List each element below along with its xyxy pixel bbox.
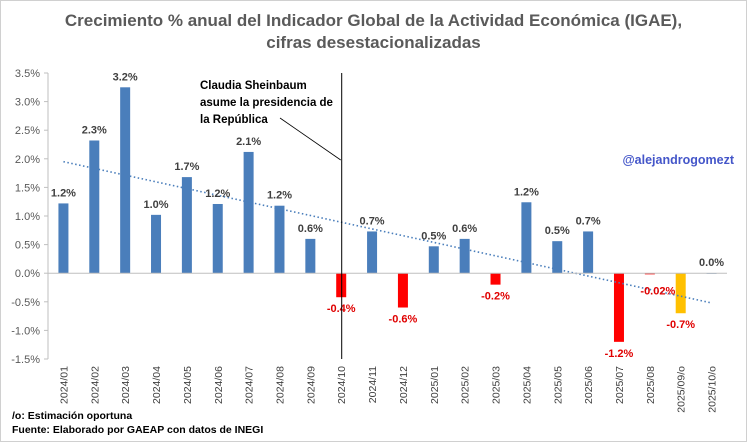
x-tick-label: 2025/03 [491, 366, 503, 404]
y-tick-label: 0.5% [15, 240, 40, 252]
x-axis-ticks: 2024/01 2024/02 2024/03 2024/04 2024/05 2024/… [58, 366, 718, 413]
data-label: -0.02% [640, 285, 675, 297]
annotation-text-line3: la República [200, 114, 268, 126]
data-label: 1.2% [205, 188, 230, 200]
x-tick-label: 2024/11 [367, 366, 379, 403]
y-tick-label: -1.5% [11, 354, 40, 366]
data-label: -0.7% [666, 319, 695, 331]
x-tick-label: 2024/09 [305, 366, 317, 404]
data-label: 1.0% [143, 199, 168, 211]
bar-2024-11 [367, 231, 378, 274]
bar-2024-02 [89, 140, 100, 274]
x-tick-label: 2024/10 [336, 366, 348, 404]
bar-2024-08 [274, 205, 285, 274]
chart-title-line2: cifras desestacionalizadas [266, 33, 481, 52]
data-label: 1.2% [51, 187, 76, 199]
bar-2025-04 [521, 202, 532, 274]
footnote-estimate: /o: Estimación oportuna [12, 410, 133, 422]
trendline-layer [63, 160, 712, 304]
bar-2024-06 [212, 203, 223, 274]
y-tick-label: 2.0% [15, 154, 40, 166]
bar-2024-01 [58, 203, 69, 274]
y-tick-label: 3.0% [15, 97, 40, 109]
x-tick-label: 2024/12 [398, 366, 410, 404]
y-tick-label: 3.5% [15, 68, 40, 80]
data-label: 0.6% [298, 223, 323, 235]
data-label: -1.2% [605, 348, 634, 360]
bar-2024-12 [397, 273, 408, 308]
x-tick-label: 2025/07 [614, 366, 626, 404]
bar-2024-05 [181, 177, 192, 274]
data-label: -0.6% [389, 314, 418, 326]
data-label: 0.5% [545, 225, 570, 237]
axes [44, 72, 727, 360]
data-label: 3.2% [113, 71, 138, 83]
data-label: 0.5% [421, 230, 446, 242]
bar-2025-06 [583, 231, 594, 274]
annotation-text-line2: asume la presidencia de [200, 97, 333, 109]
data-label: 2.3% [82, 124, 107, 136]
bar-2025-07 [613, 273, 624, 342]
data-label: 0.7% [360, 215, 385, 227]
y-tick-label: 1.0% [15, 211, 40, 223]
bar-2025-01 [428, 246, 439, 274]
data-label: 1.2% [514, 186, 539, 198]
y-tick-label: 1.5% [15, 182, 40, 194]
x-tick-label: 2024/02 [89, 366, 101, 404]
y-tick-label: 0.0% [15, 268, 40, 280]
bar-2025-02 [459, 238, 470, 274]
x-tick-label: 2024/03 [120, 366, 132, 404]
bar-2024-09 [305, 238, 316, 274]
bar-2025-03 [490, 273, 501, 285]
x-tick-label: 2025/06 [583, 366, 595, 404]
x-tick-label: 2024/05 [182, 366, 194, 404]
data-label: 0.7% [576, 215, 601, 227]
x-tick-label: 2025/02 [460, 366, 472, 404]
data-label: 0.0% [699, 257, 724, 269]
data-label: 0.6% [452, 223, 477, 235]
annotation-text-line1: Claudia Sheinbaum [200, 80, 307, 92]
data-label: 1.7% [174, 161, 199, 173]
x-tick-label: 2025/01 [429, 366, 441, 404]
x-tick-label: 2025/04 [521, 366, 533, 404]
x-tick-label: 2025/10/o [707, 366, 719, 413]
bar-2024-04 [151, 214, 162, 274]
x-tick-label: 2025/09/o [676, 366, 688, 413]
x-tick-label: 2025/05 [552, 366, 564, 404]
x-tick-label: 2024/04 [151, 366, 163, 404]
bars [58, 87, 717, 342]
x-tick-label: 2024/07 [244, 366, 256, 404]
y-tick-label: 2.5% [15, 125, 40, 137]
x-tick-label: 2024/08 [274, 366, 286, 404]
author-handle: @alejandrogomezt [622, 153, 734, 167]
x-tick-label: 2024/06 [213, 366, 225, 404]
bar-2024-07 [243, 151, 254, 274]
chart-title: Crecimiento % anual del Indicador Global… [0, 10, 747, 54]
y-axis-ticks: 3.5% 3.0% 2.5% 2.0% 1.5% 1.0% 0.5% 0.0% -0.5% -1.… [11, 68, 40, 366]
y-tick-label: -0.5% [11, 297, 40, 309]
data-label: 2.1% [236, 136, 261, 148]
x-tick-label: 2024/01 [58, 366, 70, 404]
bar-2025-05 [552, 241, 563, 274]
x-tick-label: 2025/08 [645, 366, 657, 404]
footnotes: /o: Estimación oportuna Fuente: Elaborad… [12, 409, 263, 437]
annotation-layer: Claudia Sheinbaum asume la presidencia d… [200, 73, 343, 359]
bar-2025-09-o [675, 273, 686, 314]
bar-2024-03 [120, 87, 131, 274]
trendline [63, 160, 712, 304]
y-tick-label: -1.0% [11, 325, 40, 337]
annotation-pointer-line [279, 117, 341, 161]
data-label: -0.2% [481, 291, 510, 303]
chart-title-line1: Crecimiento % anual del Indicador Global… [64, 11, 683, 30]
footnote-source: Fuente: Elaborado por GAEAP con datos de… [12, 424, 264, 436]
data-label: 1.2% [267, 190, 292, 202]
bar-2025-08 [644, 273, 655, 275]
